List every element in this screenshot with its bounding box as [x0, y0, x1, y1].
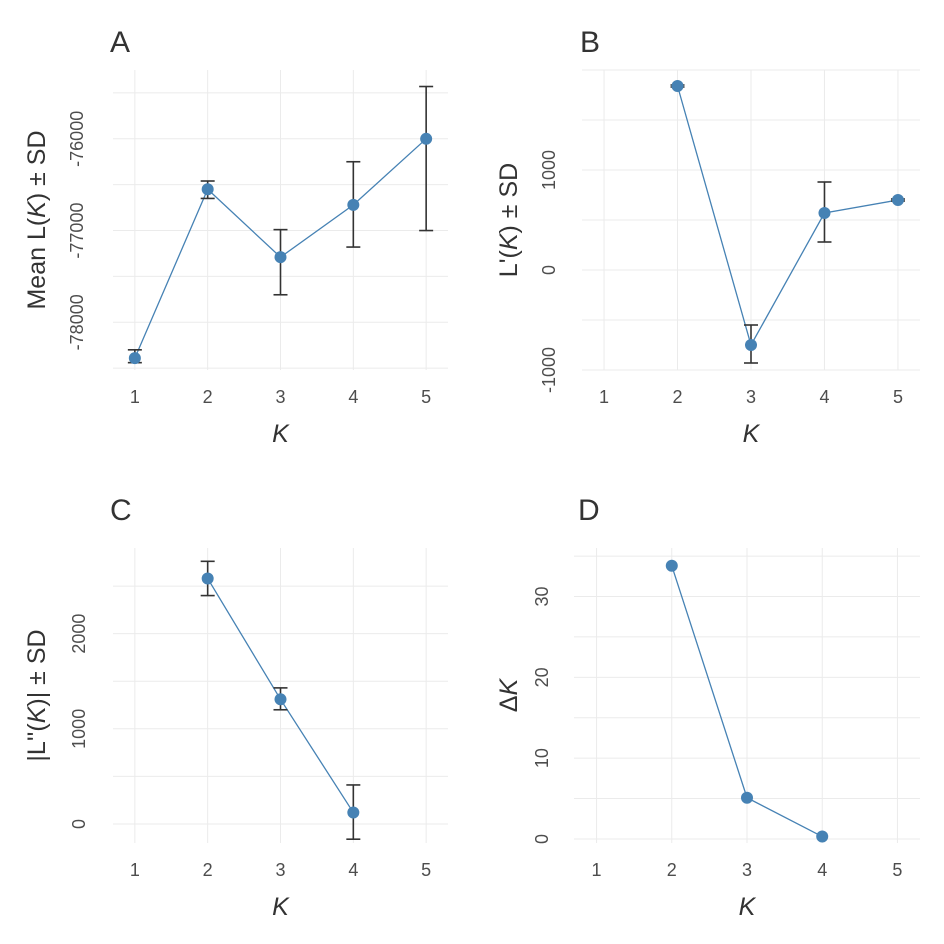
- x-axis-title: K: [272, 893, 290, 921]
- x-tick-label: 1: [592, 860, 602, 880]
- y-tick-label: 20: [532, 667, 552, 687]
- y-tick-label: -1000: [539, 347, 559, 393]
- data-point: [665, 559, 678, 572]
- data-point: [745, 339, 757, 351]
- y-tick-label: 30: [532, 586, 552, 606]
- panel-b: B 1 2 3 4 5 -1000 0 1000 K L'(K) ± SD: [495, 26, 920, 448]
- x-axis-title: K: [739, 893, 757, 921]
- x-tick-label: 5: [892, 860, 902, 880]
- panel-d: D 1 2 3 4 5 0 10 20 30 K ΔK: [495, 494, 920, 921]
- data-point: [201, 183, 214, 196]
- y-tick-label: 0: [539, 265, 559, 275]
- data-point: [891, 194, 904, 206]
- y-axis-title: |L''(K)| ± SD: [23, 629, 51, 761]
- x-tick-label: 1: [130, 387, 140, 407]
- y-tick-label: 0: [532, 834, 552, 844]
- data-point: [420, 132, 433, 145]
- x-tick-label: 1: [599, 387, 609, 407]
- data-point: [128, 352, 141, 365]
- y-tick-label: 1000: [539, 150, 559, 190]
- y-tick-label: -78000: [67, 294, 87, 350]
- y-tick-label: 1000: [69, 709, 89, 749]
- x-tick-label: 4: [348, 387, 358, 407]
- data-point: [818, 207, 831, 219]
- data-point: [347, 806, 360, 819]
- data-point: [741, 791, 753, 804]
- x-axis-title: K: [743, 420, 761, 448]
- y-axis-title: Mean L(K) ± SD: [23, 130, 51, 309]
- panel-letter: D: [578, 494, 600, 527]
- x-tick-label: 4: [819, 387, 829, 407]
- y-tick-label: 2000: [69, 614, 89, 654]
- x-tick-label: 4: [348, 860, 358, 880]
- x-tick-label: 5: [421, 387, 431, 407]
- series-line: [676, 85, 899, 347]
- y-tick-label: 10: [532, 748, 552, 768]
- x-tick-label: 3: [746, 387, 756, 407]
- data-point: [671, 80, 684, 92]
- panel-letter: B: [580, 26, 600, 59]
- y-axis-title: L'(K) ± SD: [495, 163, 523, 277]
- panel-letter: C: [110, 494, 132, 527]
- x-tick-label: 3: [275, 387, 285, 407]
- y-axis-title: ΔK: [495, 677, 523, 712]
- data-point: [274, 693, 287, 706]
- x-tick-label: 1: [130, 860, 140, 880]
- panel-a: A 1 2 3 4 5 -78000 -77000 -76000 K Mean L(K) ± SD: [23, 26, 448, 448]
- x-tick-label: 2: [203, 387, 213, 407]
- x-tick-label: 3: [275, 860, 285, 880]
- x-tick-label: 5: [893, 387, 903, 407]
- x-tick-label: 2: [667, 860, 677, 880]
- panel-c: C 1 2 3 4 5 0 1000 2000 K |L''(K)| ± SD: [23, 494, 448, 921]
- x-tick-label: 4: [817, 860, 827, 880]
- data-point: [201, 572, 214, 585]
- data-point: [347, 198, 360, 211]
- data-point: [816, 830, 829, 843]
- x-tick-label: 2: [203, 860, 213, 880]
- y-tick-label: -77000: [67, 203, 87, 259]
- y-tick-label: 0: [69, 819, 89, 829]
- x-tick-label: 2: [673, 387, 683, 407]
- x-axis-title: K: [272, 420, 290, 448]
- panel-letter: A: [110, 26, 130, 59]
- x-tick-label: 3: [742, 860, 752, 880]
- error-bar: [419, 85, 434, 232]
- data-point: [274, 251, 287, 264]
- y-tick-label: -76000: [67, 111, 87, 167]
- x-tick-label: 5: [421, 860, 431, 880]
